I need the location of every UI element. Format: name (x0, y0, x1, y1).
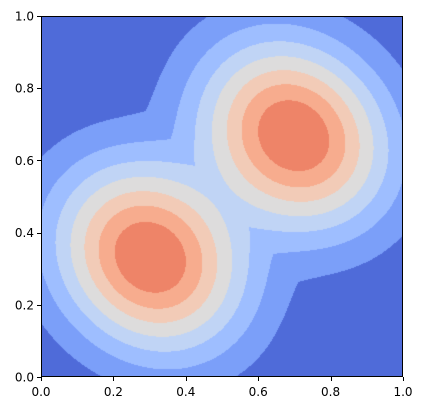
y-tick-label: 0.4 (15, 226, 34, 240)
y-tick-label: 0.6 (15, 154, 34, 168)
y-tick-label: 0.0 (15, 371, 34, 385)
x-tick-label: 1.0 (393, 385, 412, 399)
x-tick-label: 0.2 (104, 385, 123, 399)
y-tick-label: 0.2 (15, 298, 34, 312)
y-tick-label: 0.8 (15, 82, 34, 96)
x-axis: 0.0 0.2 0.4 0.6 0.8 1.0 (31, 377, 413, 399)
x-tick-label: 0.6 (249, 385, 268, 399)
x-tick-label: 0.8 (321, 385, 340, 399)
y-axis: 0.0 0.2 0.4 0.6 0.8 1.0 (15, 10, 41, 385)
plot-area (41, 16, 403, 377)
axes-frame (41, 16, 403, 377)
x-tick-label: 0.4 (176, 385, 195, 399)
x-tick-label: 0.0 (31, 385, 50, 399)
contour-fill (41, 16, 403, 377)
y-tick-label: 1.0 (15, 10, 34, 24)
